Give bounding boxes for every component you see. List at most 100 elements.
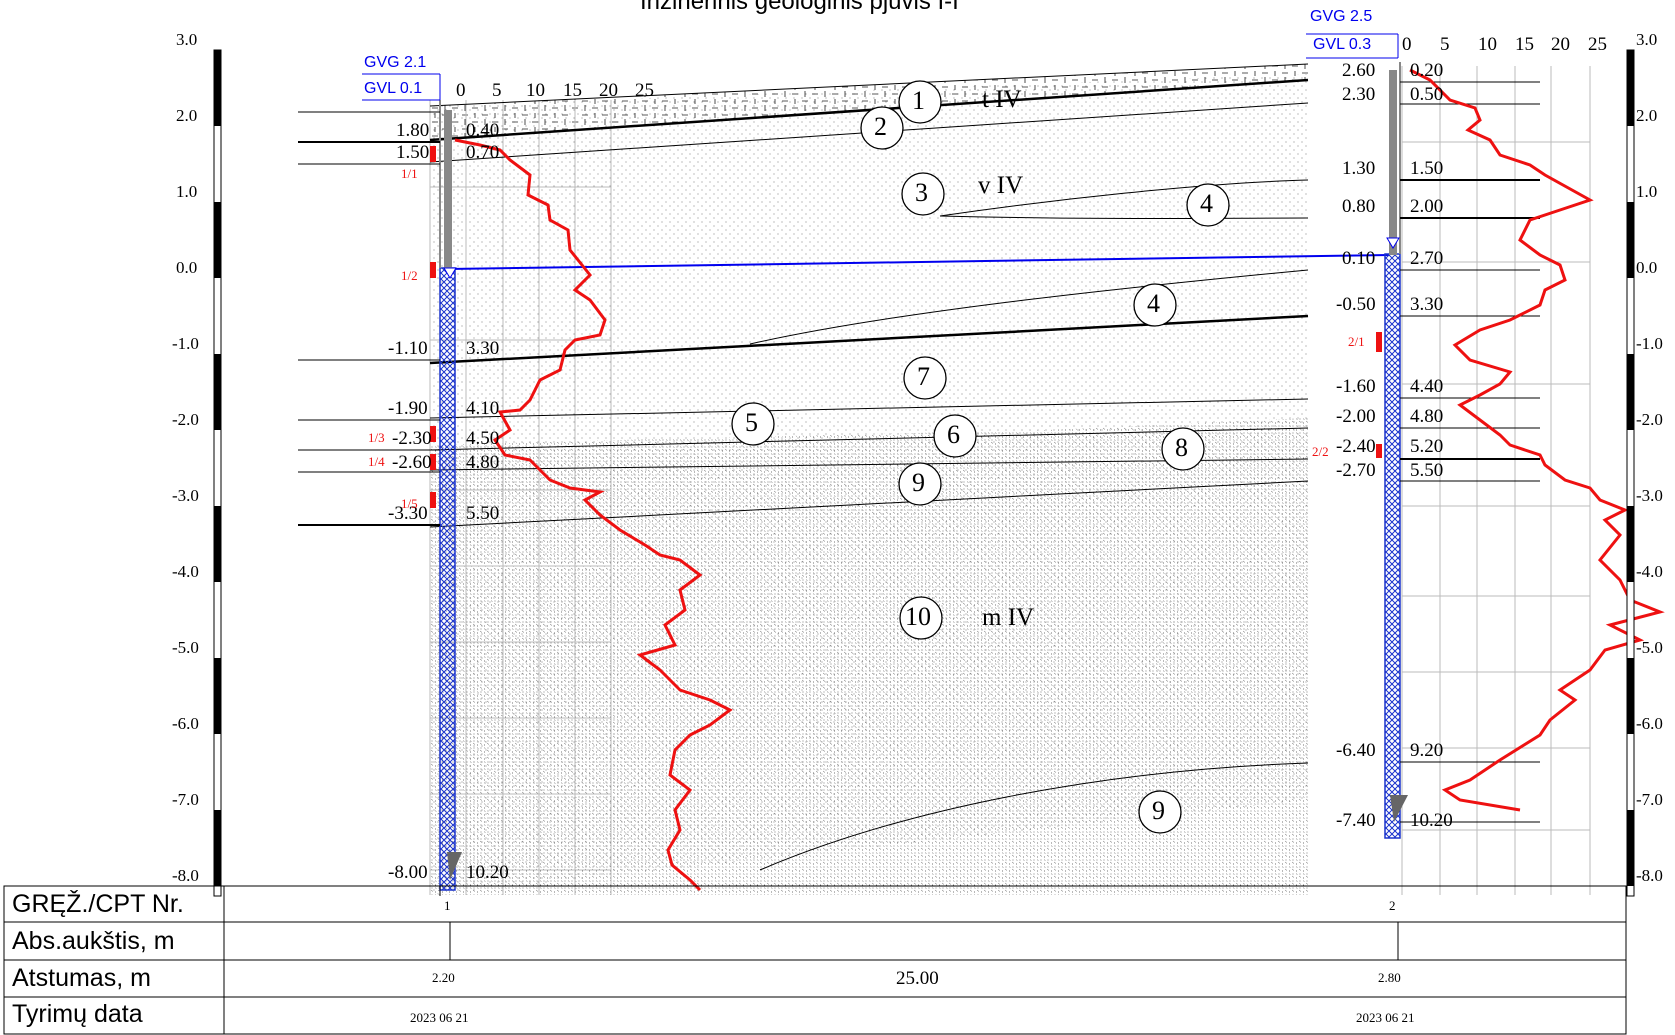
right-scale-bar [1626, 49, 1635, 897]
bh2-elev: 1.30 [1342, 158, 1376, 179]
sample-label: 1/3 [368, 430, 385, 445]
bh1-elev: -1.90 [388, 398, 428, 419]
left-tick: 0.0 [176, 258, 198, 277]
bh1-depth: 10.20 [466, 862, 509, 883]
cpt-scale-tick: 25 [635, 80, 654, 101]
right-tick: -4.0 [1636, 562, 1663, 581]
bh2-depth: 2.70 [1410, 248, 1444, 269]
bh1-elev: 1.50 [396, 142, 430, 163]
bh1-elev: -1.10 [388, 338, 428, 359]
bh2-depth: 0.20 [1410, 60, 1444, 81]
bh2-depth: 10.20 [1410, 810, 1453, 831]
layer-number: 4 [1200, 189, 1213, 218]
cpt-scale-tick: 5 [492, 80, 502, 101]
bh2-elev: 0.80 [1342, 196, 1376, 217]
sample-label: 2/2 [1312, 444, 1329, 459]
borehole-2 [1384, 62, 1408, 839]
layer-number: 5 [745, 408, 758, 437]
cpt-scale-tick: 0 [456, 80, 466, 101]
bh1-elev: -8.00 [388, 862, 428, 883]
sample-marks [430, 146, 1382, 508]
bh2-elev: -0.50 [1336, 294, 1376, 315]
right-tick: -6.0 [1636, 714, 1663, 733]
right-tick: -8.0 [1636, 866, 1663, 885]
left-tick: 1.0 [176, 182, 198, 201]
span-distance-cell: 25.00 [896, 968, 939, 989]
cpt-scale-tick: 10 [526, 80, 545, 101]
bh1-elev: -2.30 [392, 428, 432, 449]
layer-10-fill [430, 418, 1308, 895]
bh2-elev: -7.40 [1336, 810, 1376, 831]
bh2-elev: 2.30 [1342, 84, 1376, 105]
right-tick: -2.0 [1636, 410, 1663, 429]
layer-circles [731, 80, 1230, 834]
sample-label: 1/1 [401, 166, 418, 181]
genesis-label: t IV [982, 86, 1022, 113]
bh1-depth: 5.50 [466, 503, 500, 524]
section-title: Inžinerinis geologinis pjūvis I-I [640, 0, 959, 15]
left-tick: -7.0 [172, 790, 199, 809]
left-tick: -3.0 [172, 486, 199, 505]
left-tick: -2.0 [172, 410, 199, 429]
bh2-depth: 5.20 [1410, 436, 1444, 457]
borehole-1 [439, 100, 462, 891]
left-tick: -4.0 [172, 562, 199, 581]
bh2-depth: 3.30 [1410, 294, 1444, 315]
right-tick: -3.0 [1636, 486, 1663, 505]
layer-number: 3 [915, 178, 928, 207]
right-tick: 2.0 [1636, 106, 1658, 125]
cpt-curve-1 [454, 138, 733, 892]
layer-number: 1 [912, 86, 925, 115]
bh2-elev: 0.10 [1342, 248, 1376, 269]
cpt-scale-tick: 5 [1440, 34, 1450, 55]
sample-label: 1/5 [401, 496, 418, 511]
bh1-depth: 0.70 [466, 142, 500, 163]
left-scale-bar [213, 49, 222, 897]
right-tick: -1.0 [1636, 334, 1663, 353]
genesis-label: m IV [982, 604, 1035, 631]
bh1-elev: -2.60 [392, 452, 432, 473]
bh2-depth: 9.20 [1410, 740, 1444, 761]
bh2-distance-cell: 2.80 [1378, 970, 1401, 985]
table-row-label: GRĘŽ./CPT Nr. [12, 890, 184, 918]
bh2-depth: 1.50 [1410, 158, 1444, 179]
bh1-level-lines [298, 111, 440, 526]
right-tick: -7.0 [1636, 790, 1663, 809]
bh2-depth: 0.50 [1410, 84, 1444, 105]
left-tick: -5.0 [172, 638, 199, 657]
bh1-depth: 4.80 [466, 452, 500, 473]
right-tick: 3.0 [1636, 30, 1658, 49]
bh1-elev: 1.80 [396, 120, 430, 141]
bh2-depth: 5.50 [1410, 460, 1444, 481]
left-tick: -6.0 [172, 714, 199, 733]
bh2-elev: 2.60 [1342, 60, 1376, 81]
sample-label: 1/4 [368, 454, 385, 469]
bh2-gvl: GVL 0.3 [1313, 36, 1372, 53]
bh1-depth: 0.40 [466, 120, 500, 141]
table-row-label: Tyrimų data [12, 1000, 143, 1028]
bh2-depth: 4.80 [1410, 406, 1444, 427]
left-tick: 3.0 [176, 30, 198, 49]
bh1-gvg: GVG 2.1 [364, 54, 427, 71]
bh2-elev: -6.40 [1336, 740, 1376, 761]
bh1-depth: 4.10 [466, 398, 500, 419]
sample-label: 1/2 [401, 268, 418, 283]
layer-number: 4 [1147, 289, 1160, 318]
bh2-depth: 4.40 [1410, 376, 1444, 397]
bh2-depth: 2.00 [1410, 196, 1444, 217]
genesis-label: v IV [978, 172, 1024, 199]
sample-label: 2/1 [1348, 334, 1365, 349]
bh2-elev: -2.70 [1336, 460, 1376, 481]
right-tick: -5.0 [1636, 638, 1663, 657]
cpt-scale-tick: 25 [1588, 34, 1607, 55]
right-tick: 1.0 [1636, 182, 1658, 201]
groundwater-line [447, 254, 1391, 270]
table-row-label: Atstumas, m [12, 964, 151, 992]
gvg-boxes [362, 33, 1399, 101]
bh2-elev: -2.00 [1336, 406, 1376, 427]
layer-number: 8 [1175, 433, 1188, 462]
cpt-scale-tick: 0 [1402, 34, 1412, 55]
table-grid [3, 885, 1627, 1035]
left-tick: 2.0 [176, 106, 198, 125]
